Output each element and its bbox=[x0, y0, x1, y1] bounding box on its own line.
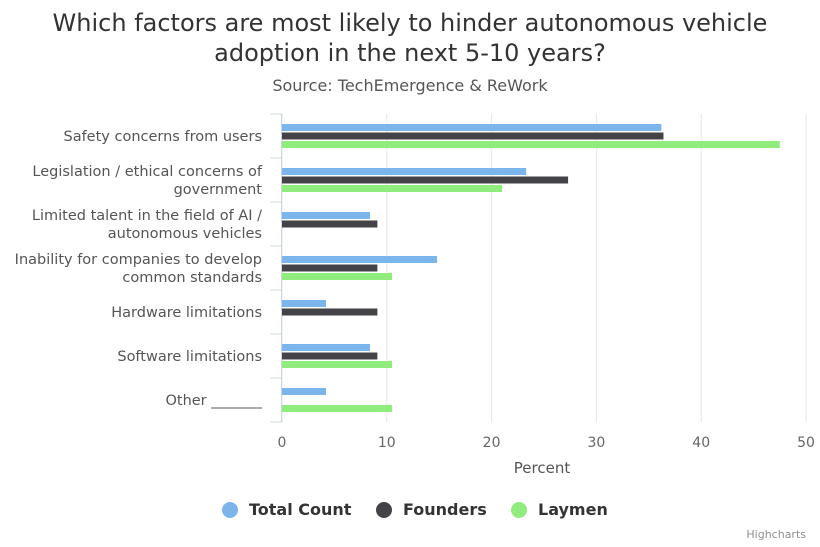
legend-item-total-count[interactable]: Total Count bbox=[222, 500, 351, 519]
bar bbox=[282, 256, 438, 263]
bar bbox=[282, 264, 378, 272]
category-label: Safety concerns from users bbox=[63, 129, 262, 145]
bar bbox=[282, 185, 503, 192]
bar bbox=[282, 405, 393, 412]
bar bbox=[282, 132, 664, 140]
plot-area: 0 10 20 30 40 50 Safety concerns from users Leg… bbox=[15, 113, 815, 477]
x-axis-title: Percent bbox=[514, 459, 571, 477]
legend-item-founders[interactable]: Founders bbox=[376, 500, 487, 519]
x-tick-label: 50 bbox=[797, 435, 815, 451]
bar bbox=[282, 220, 378, 228]
bar bbox=[282, 352, 378, 360]
x-tick-label: 30 bbox=[587, 435, 605, 451]
legend-label-founders: Founders bbox=[403, 500, 487, 519]
bar bbox=[282, 388, 327, 395]
category-label: Software limitations bbox=[117, 349, 262, 365]
chart-title-line-1: Which factors are most likely to hinder … bbox=[52, 9, 768, 37]
bar bbox=[282, 176, 569, 184]
x-tick-label: 0 bbox=[278, 435, 287, 451]
bar bbox=[282, 141, 780, 148]
bar bbox=[282, 344, 371, 351]
category-label: Hardware limitations bbox=[111, 305, 262, 321]
legend-item-laymen[interactable]: Laymen bbox=[511, 500, 608, 519]
chart-title: Which factors are most likely to hinder … bbox=[0, 8, 820, 68]
bar bbox=[282, 124, 662, 131]
category-label: Legislation / ethical concerns of bbox=[32, 164, 263, 180]
legend-marker-founders bbox=[376, 501, 392, 518]
bar bbox=[282, 308, 378, 316]
legend: Total Count Founders Laymen bbox=[0, 500, 820, 524]
category-label: Limited talent in the field of AI / bbox=[32, 208, 262, 224]
legend-label-laymen: Laymen bbox=[538, 500, 608, 519]
bar bbox=[282, 212, 371, 219]
category-label: common standards bbox=[122, 270, 262, 286]
legend-label-total-count: Total Count bbox=[249, 500, 352, 519]
x-tick-label: 10 bbox=[378, 435, 396, 451]
bar bbox=[282, 273, 393, 280]
legend-marker-laymen bbox=[511, 501, 527, 518]
x-tick-label: 40 bbox=[692, 435, 710, 451]
category-label: autonomous vehicles bbox=[108, 226, 262, 242]
category-label: government bbox=[174, 182, 263, 198]
category-label: Other _______ bbox=[165, 393, 262, 409]
credits-link[interactable]: Highcharts bbox=[746, 528, 806, 541]
chart-subtitle: Source: TechEmergence & ReWork bbox=[272, 76, 548, 95]
bar bbox=[282, 300, 327, 307]
chart-title-line-2: adoption in the next 5-10 years? bbox=[214, 39, 606, 67]
bar bbox=[282, 361, 393, 368]
bar bbox=[282, 168, 527, 175]
x-tick-label: 20 bbox=[483, 435, 501, 451]
legend-marker-total-count bbox=[222, 501, 238, 518]
category-label: Inability for companies to develop bbox=[15, 252, 262, 268]
